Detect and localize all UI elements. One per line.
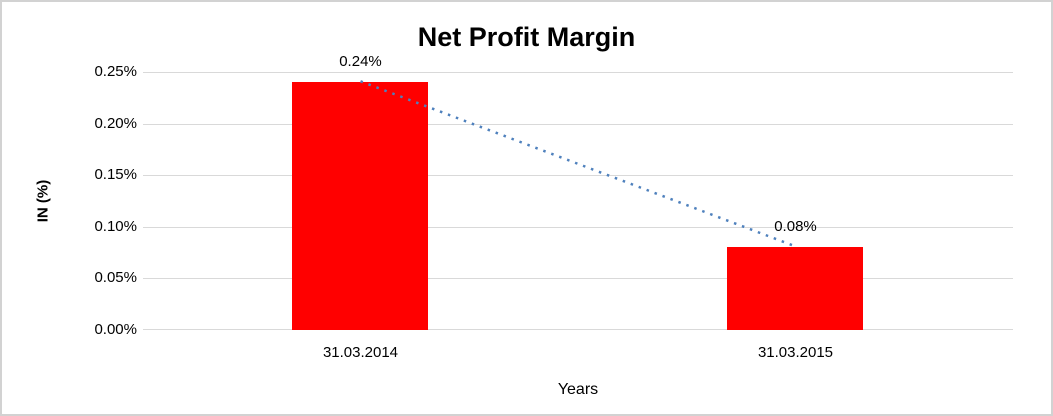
gridline — [143, 123, 1013, 125]
gridline — [143, 175, 1013, 177]
y-tick-label: 0.20% — [94, 114, 137, 132]
plot-area: 0.24% 0.08% — [143, 53, 1013, 330]
bar-2014 — [292, 82, 428, 330]
x-axis-tick-labels: 31.03.2014 31.03.2015 — [143, 343, 1013, 363]
y-tick-label: 0.05% — [94, 269, 137, 287]
x-axis-line — [143, 329, 1013, 330]
x-axis-title: Years — [557, 381, 599, 398]
x-tick-label: 31.03.2014 — [322, 344, 399, 361]
gridline — [143, 72, 1013, 73]
x-tick-label: 31.03.2015 — [757, 344, 834, 361]
gridline — [143, 278, 1013, 280]
y-tick-label: 0.00% — [94, 321, 137, 338]
bar-value-label: 0.24% — [339, 53, 382, 71]
trendline — [360, 80, 796, 248]
y-axis-tick-labels: 0.25% 0.20% 0.15% 0.10% 0.05% 0.00% — [0, 63, 137, 338]
y-tick-label: 0.25% — [94, 63, 137, 80]
y-tick-label: 0.15% — [94, 166, 137, 184]
chart-title: Net Profit Margin — [417, 22, 636, 52]
y-tick-label: 0.10% — [94, 217, 137, 235]
bar-value-label: 0.08% — [774, 218, 817, 236]
gridline — [143, 226, 1013, 228]
bar-2015 — [727, 247, 863, 330]
